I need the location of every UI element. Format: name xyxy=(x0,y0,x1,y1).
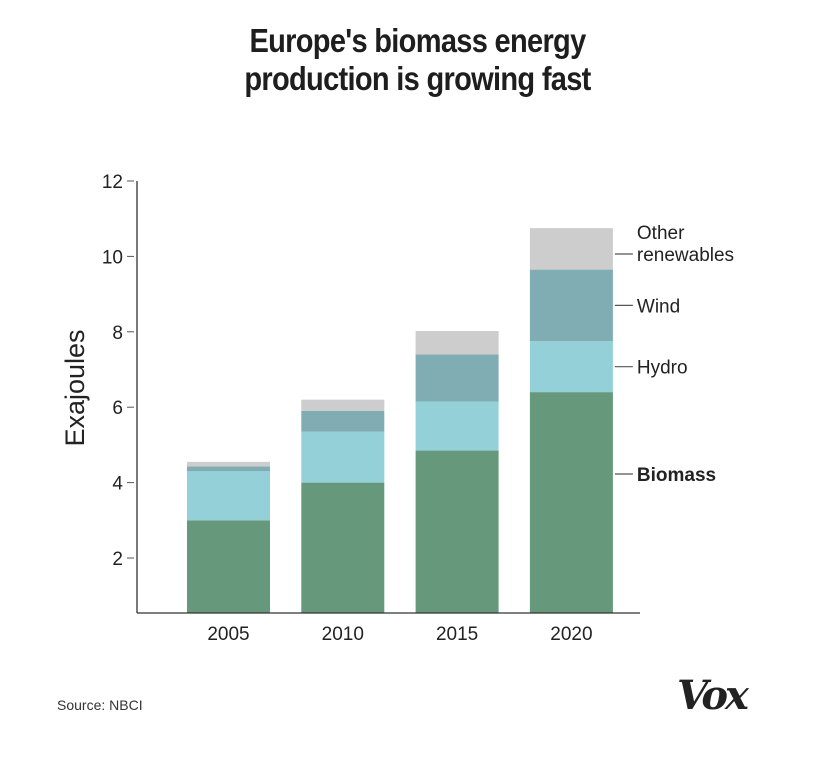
bar-segment-wind-2015 xyxy=(415,354,499,402)
legend-label-biomass: Biomass xyxy=(637,465,716,486)
y-tick-label-6: 6 xyxy=(112,398,123,419)
bar-segment-other-renewables-2005 xyxy=(187,461,270,467)
bar-segment-other-renewables-2015 xyxy=(415,331,499,355)
bar-segment-biomass-2005 xyxy=(187,520,270,613)
bar-segment-wind-2010 xyxy=(301,410,385,432)
x-tick-label-2020: 2020 xyxy=(550,624,592,645)
x-tick-label-2005: 2005 xyxy=(207,624,249,645)
legend-label-other-renewables-line-2: renewables xyxy=(637,245,734,266)
x-tick-label-2015: 2015 xyxy=(436,624,478,645)
bar-segment-other-renewables-2010 xyxy=(301,399,385,411)
bar-segment-biomass-2020 xyxy=(529,392,613,613)
bar-segment-hydro-2010 xyxy=(301,431,385,483)
y-tick-label-2: 2 xyxy=(112,549,123,570)
title-line-2: production is growing fast xyxy=(244,60,591,97)
bar-segment-other-renewables-2020 xyxy=(529,228,613,270)
y-tick-label-10: 10 xyxy=(102,247,123,268)
y-tick-label-12: 12 xyxy=(102,172,123,193)
legend-label-hydro: Hydro xyxy=(637,358,688,379)
x-tick-label-2010: 2010 xyxy=(322,624,364,645)
y-tick-label-4: 4 xyxy=(112,474,123,495)
bar-segment-biomass-2010 xyxy=(301,482,385,613)
vox-logo: Vox xyxy=(677,672,749,719)
bar-segment-hydro-2015 xyxy=(415,401,499,451)
chart-title: Europe's biomass energy production is gr… xyxy=(50,22,785,98)
bar-segment-hydro-2020 xyxy=(529,341,613,393)
bar-segment-wind-2020 xyxy=(529,269,613,342)
title-line-1: Europe's biomass energy xyxy=(249,22,586,59)
y-tick-label-8: 8 xyxy=(112,323,123,344)
y-axis-label: Exajoules xyxy=(60,329,90,446)
legend-label-wind: Wind xyxy=(637,296,680,317)
bar-segment-wind-2005 xyxy=(187,466,270,472)
bar-segment-biomass-2015 xyxy=(415,450,499,613)
legend-label-other-renewables-line-1: Other xyxy=(637,223,685,244)
bar-segment-hydro-2005 xyxy=(187,471,270,521)
source-note: Source: NBCI xyxy=(57,697,143,713)
